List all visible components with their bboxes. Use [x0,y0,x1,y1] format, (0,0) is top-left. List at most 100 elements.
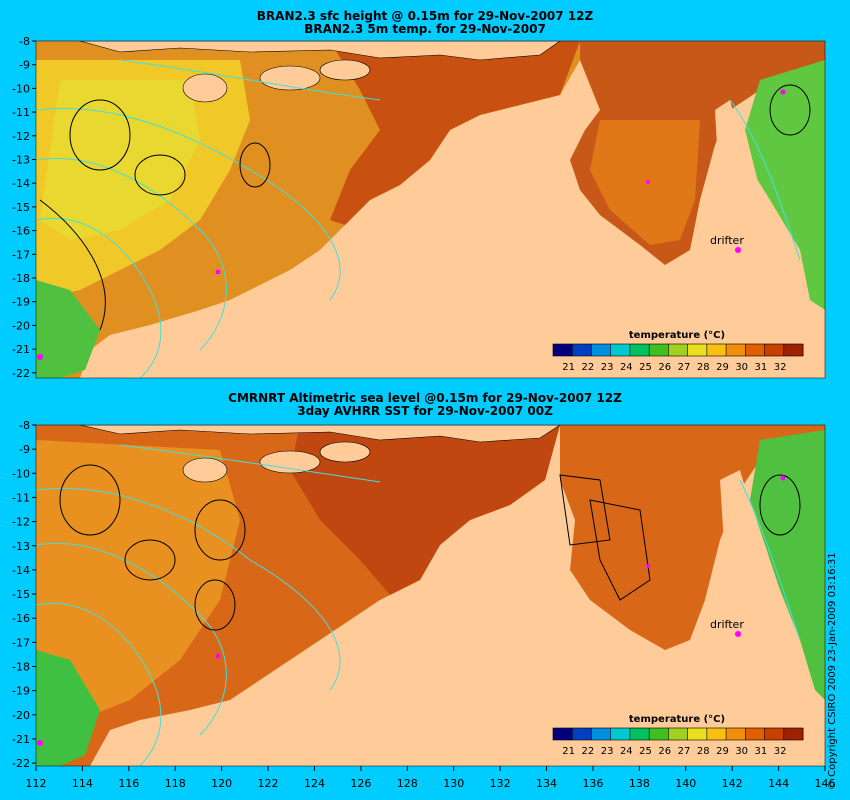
bottom-y-tick-label: -13 [12,540,30,553]
bottom-east-green [750,430,825,700]
bottom-y-tick-label: -22 [12,757,30,770]
bottom-colorbar-tick-label: 23 [601,746,614,757]
bottom-y-tick-label: -14 [12,564,30,577]
x-tick-label: 114 [72,777,93,790]
bottom-colorbar-swatch [591,728,612,740]
top-colorbar-tick-label: 23 [601,362,614,373]
x-tick-label: 118 [165,777,186,790]
bottom-y-tick-label: -12 [12,516,30,529]
bottom-peninsula-land [560,470,825,766]
bottom-colorbar-tick-label: 27 [678,746,691,757]
bottom-drifter-label: drifter [710,618,744,631]
top-colorbar-tick-label: 29 [716,362,729,373]
x-tick-label: 142 [722,777,743,790]
bottom-cyan-contours [36,444,801,766]
bottom-colorbar-swatch [668,728,689,740]
top-colorbar-swatch [553,344,573,356]
x-tick-label: 124 [304,777,325,790]
bottom-drifter-marker-4 [37,740,43,746]
x-tick-label: 112 [26,777,47,790]
bottom-colorbar-swatch [783,728,804,740]
bottom-island-1 [182,457,228,483]
top-drifter-marker-2 [215,269,221,275]
bottom-y-tick-label: -17 [12,636,30,649]
bottom-colorbar-tick-label: 21 [562,746,575,757]
top-colorbar-swatch [706,344,727,356]
top-colorbar-tick-label: 30 [735,362,748,373]
bottom-coastal-green [36,650,100,766]
top-y-axis: -8 -9 -10 -11 -12 -13 -14 -15 -16 -17 -18 -19 -20 -21… [12,35,36,380]
top-title-line1: BRAN2.3 sfc height @ 0.15m for 29-Nov-20… [256,9,594,23]
bottom-colorbar-tick-label: 25 [639,746,652,757]
bottom-y-tick-label: -8 [19,419,30,432]
x-tick-label: 116 [118,777,139,790]
top-warm-coastal [330,41,580,225]
top-colorbar: 21 22 23 24 25 26 27 28 29 30 31 32 [552,343,804,373]
top-drifter-marker-5 [780,89,786,95]
top-colorbar-swatch [629,344,650,356]
top-y-tick-label: -8 [19,35,30,48]
top-y-tick-label: -16 [12,225,30,238]
top-colorbar-swatch [745,344,766,356]
bottom-title-line1: CMRNRT Altimetric sea level @0.15m for 2… [228,391,622,405]
top-y-tick-label: -17 [12,248,30,261]
top-drifter-marker-3 [646,180,650,184]
top-y-tick-label: -18 [12,272,30,285]
bottom-black-contours [59,464,801,631]
top-colorbar-swatch [726,344,746,356]
top-colorbar-swatch [572,344,592,356]
bottom-colorbar-tick-label: 31 [755,746,768,757]
bottom-y-axis: -8 -9 -10 -11 -12 -13 -14 -15 -16 -17 -18 -19 -20 -21… [12,419,36,770]
bottom-drifter-marker-3 [646,564,650,568]
top-colorbar-swatch [610,344,631,356]
top-colorbar-tick-label: 25 [639,362,652,373]
bottom-drifter-marker [735,631,741,637]
top-peninsula-land [560,100,825,378]
bottom-colorbar-tick-label: 26 [658,746,671,757]
top-north-land [79,41,561,61]
bottom-drifter-marker-2 [215,653,221,659]
top-colorbar-swatch [591,344,612,356]
top-colorbar-tick-label: 32 [774,362,787,373]
top-island-1 [182,73,228,103]
bottom-colorbar-swatch [629,728,650,740]
bottom-gulf-sea [560,425,825,650]
top-legend-title: temperature (°C) [629,330,725,341]
bottom-drifter-marker-5 [780,475,786,481]
bottom-colorbar-swatch [745,728,766,740]
bottom-north-land [79,425,561,443]
top-title-line2: BRAN2.3 5m temp. for 29-Nov-2007 [304,22,546,36]
x-tick-label: 146 [815,777,836,790]
bottom-colorbar-swatch [610,728,631,740]
top-cyan-contours [36,59,801,378]
bottom-y-tick-label: -21 [12,733,30,746]
bottom-colorbar-swatch [553,728,573,740]
top-colorbar-tick-label: 31 [755,362,768,373]
bottom-colorbar-tick-label: 22 [581,746,594,757]
top-y-tick-label: -11 [12,106,30,119]
x-tick-label: 120 [211,777,232,790]
top-y-tick-label: -15 [12,201,30,214]
top-colorbar-tick-label: 28 [697,362,710,373]
bottom-y-tick-label: -9 [19,443,30,456]
bottom-y-tick-label: -16 [12,612,30,625]
bottom-colorbar-swatch [572,728,592,740]
top-y-tick-label: -10 [12,82,30,95]
x-tick-label: 144 [768,777,789,790]
bottom-island-2 [259,450,321,474]
x-tick-label: 132 [490,777,511,790]
bottom-colorbar-swatch [649,728,669,740]
bottom-island-3 [319,441,371,463]
x-tick-label: 126 [350,777,371,790]
x-tick-label: 138 [629,777,650,790]
bottom-colorbar-tick-label: 28 [697,746,710,757]
top-y-tick-label: -22 [12,367,30,380]
top-colorbar-tick-label: 22 [581,362,594,373]
top-black-contours [39,84,811,331]
top-colorbar-swatch [687,344,708,356]
top-drifter-marker-4 [37,354,43,360]
bottom-mid-sea [36,440,240,720]
top-island-3 [319,59,371,81]
top-y-tick-label: -9 [19,59,30,72]
